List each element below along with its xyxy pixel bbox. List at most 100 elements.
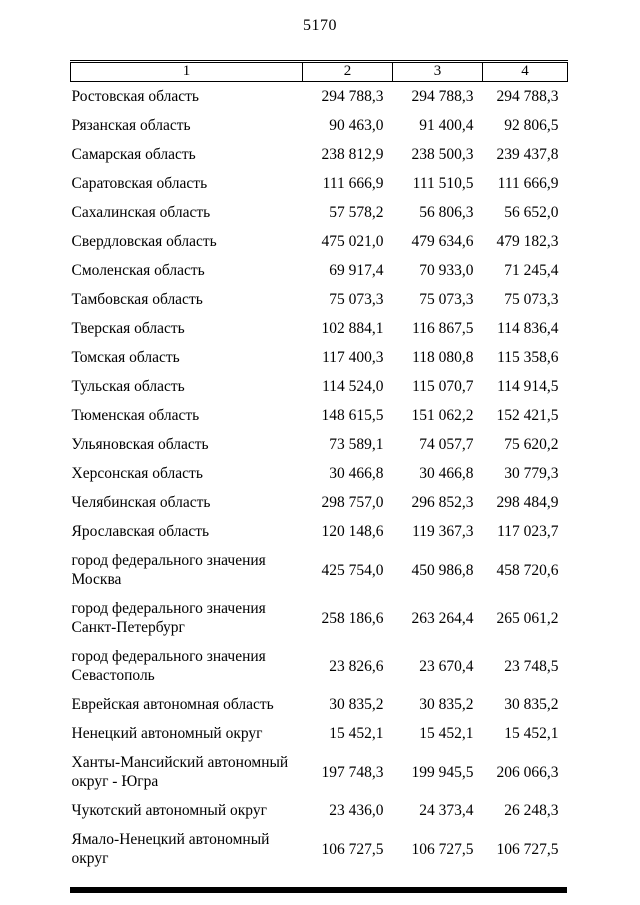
table-row: Ханты-Мансийский автономный округ - Югра… — [71, 748, 568, 796]
header-col-2: 2 — [302, 60, 393, 82]
value-cell: 73 589,1 — [329, 436, 384, 453]
value-cell: 298 757,0 — [321, 494, 384, 511]
region-name-cell: Саратовская область — [71, 175, 208, 192]
value-cell: 298 484,9 — [496, 494, 559, 511]
region-name-cell: Сахалинская область — [71, 204, 211, 221]
table-row: Томская область 117 400,3 118 080,8 115 358… — [71, 343, 568, 372]
value-cell: 294 788,3 — [496, 88, 559, 105]
value-cell: 114 524,0 — [322, 378, 384, 395]
value-cell: 258 186,6 — [321, 609, 384, 627]
value-cell: 117 023,7 — [497, 523, 559, 540]
value-cell: 106 727,5 — [321, 840, 384, 858]
value-cell: 148 615,5 — [321, 407, 384, 424]
value-cell: 111 666,9 — [497, 175, 559, 192]
table-row: Ярославская область 120 148,6 119 367,3 117… — [71, 517, 568, 546]
region-name-cell: Томская область — [71, 349, 180, 366]
table-row: Херсонская область 30 466,8 30 466,8 30 779… — [71, 459, 568, 488]
header-col-1: 1 — [70, 60, 303, 82]
value-cell: 75 620,2 — [504, 436, 559, 453]
page-number: 5170 — [303, 17, 337, 34]
value-cell: 475 021,0 — [321, 233, 384, 250]
value-cell: 458 720,6 — [496, 561, 559, 579]
value-cell: 102 884,1 — [321, 320, 384, 337]
value-cell: 30 466,8 — [329, 465, 384, 482]
region-name-cell: Ярославская область — [71, 523, 210, 540]
value-cell: 479 634,6 — [411, 233, 474, 250]
region-name-cell: Ямало-Ненецкий автономный округ — [71, 831, 270, 867]
table-row: город федерального значения Москва 425 75… — [71, 546, 568, 594]
table-row: Ульяновская область 73 589,1 74 057,7 75 62… — [71, 430, 568, 459]
value-cell: 23 436,0 — [329, 802, 384, 819]
value-cell: 111 510,5 — [412, 175, 474, 192]
region-name-cell: Тверская область — [71, 320, 185, 337]
value-cell: 239 437,8 — [496, 146, 559, 163]
header-col-3: 3 — [392, 60, 483, 82]
table-row: город федерального значения Севастополь 2… — [71, 642, 568, 690]
value-cell: 296 852,3 — [411, 494, 474, 511]
table-row: Рязанская область 90 463,0 91 400,4 92 806,… — [71, 111, 568, 140]
value-cell: 23 670,4 — [419, 657, 474, 675]
region-name-cell: Чукотский автономный округ — [71, 802, 267, 819]
region-name-cell: Ханты-Мансийский автономный округ - Югра — [71, 754, 289, 790]
region-name-cell: Ульяновская область — [71, 436, 209, 453]
table-row: Тульская область 114 524,0 115 070,7 114 91… — [71, 372, 568, 401]
value-cell: 120 148,6 — [321, 523, 384, 540]
region-name-cell: Свердловская область — [71, 233, 217, 250]
value-cell: 294 788,3 — [321, 88, 384, 105]
table-row: Еврейская автономная область 30 835,2 30 8… — [71, 690, 568, 719]
value-cell: 30 835,2 — [329, 696, 384, 713]
table-row: Челябинская область 298 757,0 296 852,3 298… — [71, 488, 568, 517]
value-cell: 151 062,2 — [411, 407, 474, 424]
value-cell: 238 500,3 — [411, 146, 474, 163]
table-row: Тамбовская область 75 073,3 75 073,3 75 073… — [71, 285, 568, 314]
value-cell: 24 373,4 — [419, 802, 474, 819]
value-cell: 115 070,7 — [412, 378, 474, 395]
value-cell: 26 248,3 — [504, 802, 559, 819]
value-cell: 75 073,3 — [504, 291, 559, 308]
table-row: город федерального значения Санкт-Петерб… — [71, 594, 568, 642]
region-name-cell: Херсонская область — [71, 465, 203, 482]
value-cell: 74 057,7 — [419, 436, 474, 453]
value-cell: 111 666,9 — [322, 175, 384, 192]
region-name-cell: Ненецкий автономный округ — [71, 725, 263, 742]
value-cell: 263 264,4 — [411, 609, 474, 627]
region-name-cell: город федерального значения Севастополь — [71, 648, 266, 684]
regions-data-table: 1 2 3 4 Ростовская область 294 788,3 294 7… — [70, 60, 568, 873]
value-cell: 106 727,5 — [411, 840, 474, 858]
value-cell: 152 421,5 — [496, 407, 559, 424]
value-cell: 425 754,0 — [321, 561, 384, 579]
value-cell: 30 466,8 — [419, 465, 474, 482]
table-row: Ямало-Ненецкий автономный округ 106 727,5… — [71, 825, 568, 873]
value-cell: 206 066,3 — [496, 763, 559, 781]
value-cell: 56 652,0 — [504, 204, 559, 221]
value-cell: 92 806,5 — [504, 117, 559, 134]
value-cell: 30 835,2 — [504, 696, 559, 713]
value-cell: 114 914,5 — [497, 378, 559, 395]
value-cell: 15 452,1 — [504, 725, 559, 742]
value-cell: 265 061,2 — [496, 609, 559, 627]
table-row: Тюменская область 148 615,5 151 062,2 152 4… — [71, 401, 568, 430]
value-cell: 199 945,5 — [411, 763, 474, 781]
region-name-cell: Самарская область — [71, 146, 196, 163]
value-cell: 30 835,2 — [419, 696, 474, 713]
region-name-cell: Ростовская область — [71, 88, 199, 105]
value-cell: 117 400,3 — [322, 349, 384, 366]
table-bottom-bar — [70, 887, 567, 893]
region-name-cell: Смоленская область — [71, 262, 205, 279]
value-cell: 106 727,5 — [496, 840, 559, 858]
value-cell: 450 986,8 — [411, 561, 474, 579]
region-name-cell: Тюменская область — [71, 407, 200, 424]
table-row: Чукотский автономный округ 23 436,0 24 373… — [71, 796, 568, 825]
region-name-cell: город федерального значения Москва — [71, 552, 266, 588]
header-col-4: 4 — [482, 60, 568, 82]
table-row: Саратовская область 111 666,9 111 510,5 111… — [71, 169, 568, 198]
table-row: Свердловская область 475 021,0 479 634,6 47… — [71, 227, 568, 256]
value-cell: 115 358,6 — [497, 349, 559, 366]
value-cell: 75 073,3 — [329, 291, 384, 308]
value-cell: 116 867,5 — [412, 320, 474, 337]
value-cell: 15 452,1 — [419, 725, 474, 742]
value-cell: 23 826,6 — [329, 657, 384, 675]
value-cell: 91 400,4 — [419, 117, 474, 134]
table-row: Тверская область 102 884,1 116 867,5 114 83… — [71, 314, 568, 343]
